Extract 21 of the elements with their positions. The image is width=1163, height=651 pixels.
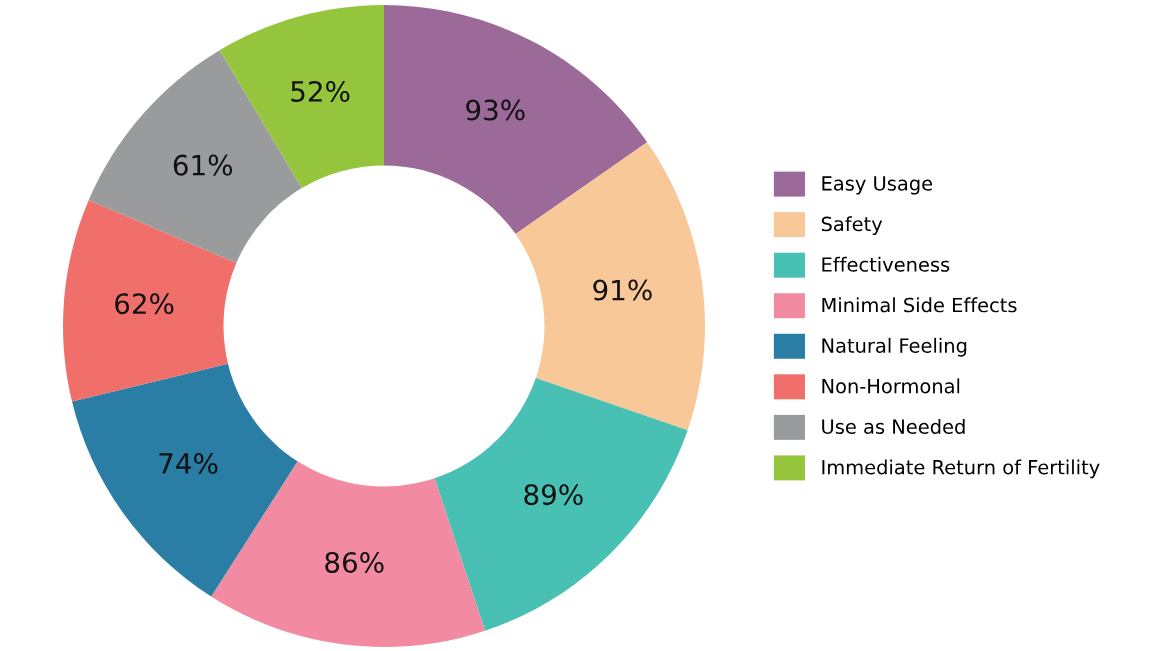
legend-label: Minimal Side Effects [822, 297, 1017, 313]
data-label: 62% [115, 293, 174, 315]
donut-slice [515, 142, 705, 431]
data-label: 52% [291, 80, 350, 102]
legend-label: Use as Needed [822, 418, 965, 434]
data-label: 86% [325, 551, 384, 573]
donut-slice [434, 378, 688, 631]
donut-slice [63, 200, 237, 402]
legend-label: Immediate Return of Fertility [822, 459, 1100, 479]
legend-label: Natural Feeling [822, 337, 967, 357]
donut-slice [384, 5, 648, 235]
donut-slice [72, 363, 298, 597]
data-label: 93% [466, 99, 525, 121]
legend-label: Effectiveness [822, 256, 950, 272]
data-label: 61% [173, 154, 233, 176]
legend-label: Safety [821, 216, 883, 236]
legend-label: Easy Usage [822, 176, 933, 195]
data-label: 74% [159, 452, 218, 474]
legend-label: Non-Hormonal [822, 378, 960, 394]
data-label: 89% [524, 484, 583, 506]
data-label: 91% [593, 279, 652, 301]
